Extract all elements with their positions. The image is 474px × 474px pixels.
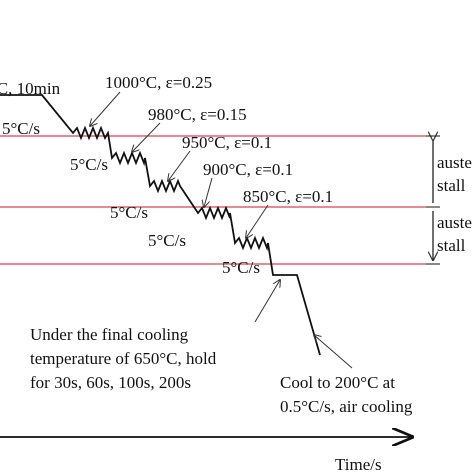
- hold-note: for 30s, 60s, 100s, 200s: [30, 373, 191, 392]
- arrow: [246, 204, 269, 238]
- arrow: [314, 335, 353, 369]
- hold-note: Under the final cooling: [30, 325, 189, 344]
- rate-label: 5°C/s: [70, 155, 108, 174]
- boundaries: [0, 136, 440, 264]
- rate-label: 5°C/s: [2, 119, 40, 138]
- pass-label: 900°C, ε=0.1: [203, 160, 293, 179]
- rate-label: 5°C/s: [222, 258, 260, 277]
- arrow: [132, 122, 161, 152]
- arrow: [204, 177, 213, 207]
- pass-label: 850°C, ε=0.1: [243, 187, 333, 206]
- x-axis-label: Time/s: [335, 455, 382, 474]
- region-label: auste: [437, 153, 472, 172]
- region-label: stall: [437, 176, 466, 195]
- cool-note: Cool to 200°C at: [280, 373, 395, 392]
- arrows: [90, 91, 353, 369]
- arrow: [168, 150, 191, 181]
- arrow: [90, 91, 121, 126]
- hold-note: temperature of 650°C, hold: [30, 349, 217, 368]
- region-label: auste: [437, 213, 472, 232]
- region-label: stall: [437, 236, 466, 255]
- cool-note: 0.5°C/s, air cooling: [280, 397, 413, 416]
- arrow: [254, 280, 280, 323]
- rate-label: 5°C/s: [148, 231, 186, 250]
- pass-label: 1000°C, ε=0.25: [105, 73, 212, 92]
- labels: °C, 10min 5°C/s 5°C/s 5°C/s 5°C/s 5°C/s …: [0, 73, 472, 474]
- pass-label: 950°C, ε=0.1: [182, 133, 272, 152]
- start-label: °C, 10min: [0, 79, 61, 98]
- bracket-ticks: [426, 135, 440, 265]
- pass-label: 980°C, ε=0.15: [148, 105, 247, 124]
- rate-label: 5°C/s: [110, 203, 148, 222]
